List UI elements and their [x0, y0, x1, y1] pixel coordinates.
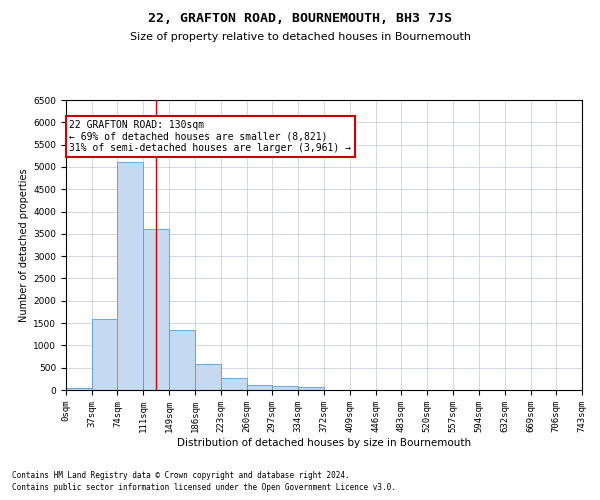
- Text: 22, GRAFTON ROAD, BOURNEMOUTH, BH3 7JS: 22, GRAFTON ROAD, BOURNEMOUTH, BH3 7JS: [148, 12, 452, 26]
- Bar: [221, 378, 247, 390]
- Y-axis label: Number of detached properties: Number of detached properties: [19, 168, 29, 322]
- Bar: [118, 162, 143, 390]
- Bar: [298, 386, 325, 390]
- Bar: [66, 388, 92, 390]
- Text: Size of property relative to detached houses in Bournemouth: Size of property relative to detached ho…: [130, 32, 470, 42]
- Bar: [247, 384, 272, 390]
- X-axis label: Distribution of detached houses by size in Bournemouth: Distribution of detached houses by size …: [177, 438, 471, 448]
- Bar: [169, 330, 195, 390]
- Bar: [92, 318, 118, 390]
- Text: Contains HM Land Registry data © Crown copyright and database right 2024.: Contains HM Land Registry data © Crown c…: [12, 470, 350, 480]
- Text: 22 GRAFTON ROAD: 130sqm
← 69% of detached houses are smaller (8,821)
31% of semi: 22 GRAFTON ROAD: 130sqm ← 69% of detache…: [70, 120, 352, 154]
- Bar: [195, 364, 221, 390]
- Bar: [272, 386, 298, 390]
- Text: Contains public sector information licensed under the Open Government Licence v3: Contains public sector information licen…: [12, 483, 396, 492]
- Bar: [143, 230, 169, 390]
